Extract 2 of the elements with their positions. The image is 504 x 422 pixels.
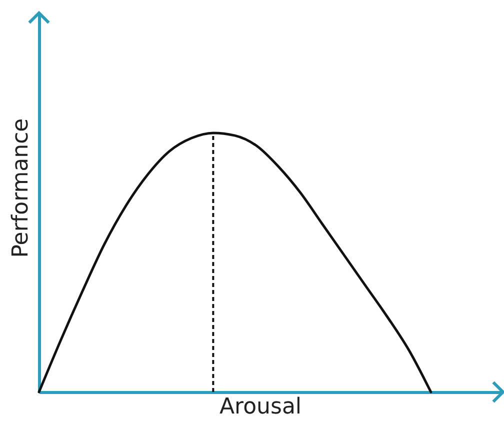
x-axis-title: Arousal xyxy=(219,394,302,420)
y-axis-title: Performance xyxy=(8,118,34,258)
